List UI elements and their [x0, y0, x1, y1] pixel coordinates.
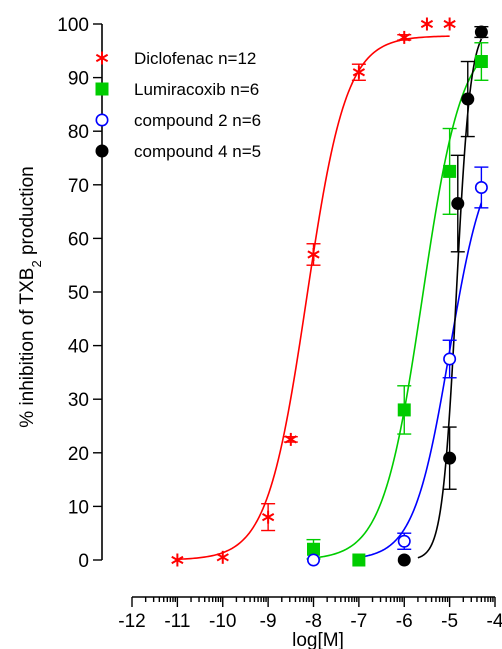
data-point	[307, 542, 320, 556]
y-tick-label: 0	[78, 551, 89, 572]
data-point	[284, 432, 297, 446]
marker-square	[474, 55, 488, 69]
marker-stroke	[443, 19, 456, 29]
marker-square	[443, 164, 457, 178]
marker-square	[95, 82, 109, 96]
y-tick-label: 20	[68, 444, 89, 465]
marker-dot	[474, 25, 488, 39]
legend-marker	[95, 51, 109, 65]
y-tick-label: 10	[68, 497, 89, 518]
data-point	[171, 553, 184, 567]
x-axis-title: log[M]	[292, 630, 344, 649]
data-point	[352, 553, 366, 567]
y-axis-title-prefix: % inhibition of TXB	[17, 268, 38, 428]
data-point	[474, 55, 488, 69]
marker-square	[397, 403, 411, 417]
x-tick-label: -6	[396, 611, 413, 632]
data-point	[352, 65, 366, 79]
data-point	[307, 247, 320, 261]
marker-stroke	[398, 33, 411, 42]
marker-stroke	[352, 68, 366, 77]
marker-circle	[474, 180, 488, 194]
data-point	[443, 164, 457, 178]
legend-marker	[95, 113, 109, 127]
fit-curve	[417, 38, 483, 559]
marker-stroke	[307, 250, 320, 259]
data-point	[474, 180, 488, 194]
x-tick-label: -4	[487, 611, 502, 632]
y-tick-label: 40	[68, 337, 89, 358]
marker-stroke	[216, 553, 229, 562]
data-points	[171, 17, 489, 567]
data-point	[397, 403, 411, 417]
x-tick-label: -9	[260, 611, 277, 632]
marker-circle	[397, 534, 411, 548]
legend-marker	[95, 82, 109, 96]
y-axis-title-subscript: 2	[29, 260, 44, 267]
marker-dot	[451, 197, 465, 211]
x-tick-label: -12	[118, 611, 145, 632]
x-tick-label: -8	[305, 611, 322, 632]
data-point	[461, 92, 475, 106]
x-tick-label: -11	[164, 611, 190, 632]
data-point	[397, 534, 411, 548]
data-point	[420, 17, 434, 31]
y-axis-title-suffix: production	[17, 166, 38, 260]
legend-marker	[95, 144, 109, 158]
axes: 0 10 20 30 40 50 60 70 80 90 100 -12 -11 -10 -9 -8 -7 -6 -…	[57, 15, 502, 632]
x-tick-label: -7	[350, 611, 367, 632]
data-point	[398, 30, 411, 44]
x-tick-label: -10	[209, 611, 236, 632]
legend-label: Diclofenac n=12	[134, 49, 256, 68]
marker-dot	[397, 553, 411, 567]
fit-curve	[313, 59, 483, 559]
legend-label: Lumiracoxib n=6	[134, 80, 259, 99]
data-point	[306, 553, 320, 567]
marker-dot	[443, 451, 457, 465]
fit-curve	[358, 202, 483, 559]
marker-dot	[461, 92, 475, 106]
marker-stroke	[420, 19, 434, 29]
marker-circle	[306, 553, 320, 567]
marker-stroke	[171, 555, 184, 565]
legend: Diclofenac n=12 Lumiracoxib n=6 compound 2…	[95, 49, 261, 161]
data-point	[443, 451, 457, 465]
data-point	[451, 197, 465, 211]
x-tick-label: -5	[441, 611, 458, 632]
y-tick-label: 90	[68, 69, 89, 90]
data-point	[261, 510, 275, 524]
marker-circle	[443, 352, 457, 366]
y-tick-label: 70	[68, 176, 89, 197]
y-tick-label: 50	[68, 283, 89, 304]
marker-stroke	[261, 513, 275, 522]
marker-stroke	[284, 435, 297, 444]
marker-square	[307, 542, 320, 556]
y-tick-label: 60	[68, 229, 89, 250]
data-point	[474, 25, 488, 39]
marker-square	[352, 553, 366, 567]
data-point	[397, 553, 411, 567]
y-axis-title: % inhibition of TXB2 production	[17, 166, 44, 427]
y-tick-label: 100	[57, 15, 89, 36]
data-point	[443, 17, 456, 31]
legend-label: compound 4 n=5	[134, 142, 261, 161]
y-tick-label: 30	[68, 390, 89, 411]
legend-label: compound 2 n=6	[134, 111, 261, 130]
y-tick-label: 80	[68, 122, 89, 143]
data-point	[216, 550, 229, 564]
marker-dot	[95, 144, 109, 158]
marker-circle	[95, 113, 109, 127]
data-point	[443, 352, 457, 366]
marker-stroke	[95, 53, 109, 63]
